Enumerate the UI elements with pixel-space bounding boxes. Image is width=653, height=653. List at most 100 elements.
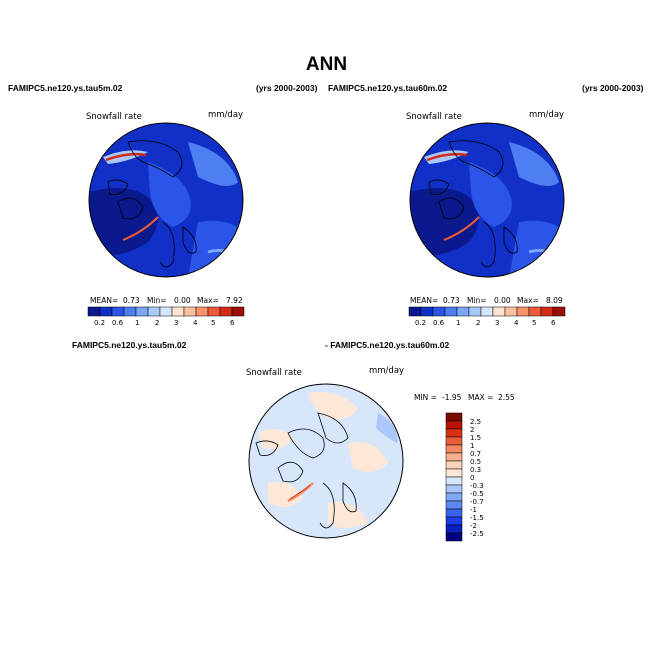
colorbar-tick: 2 bbox=[155, 319, 160, 327]
figure-title: ANN bbox=[305, 54, 348, 75]
colorbar-swatch bbox=[445, 484, 463, 494]
colorbar-swatch bbox=[123, 306, 137, 317]
panel2-polar-map bbox=[409, 122, 565, 278]
diff-colorbar-label: -2 bbox=[470, 522, 477, 530]
colorbar-tick: 0.2 bbox=[94, 319, 106, 327]
panel1-min-value: 0.00 bbox=[174, 296, 191, 305]
panel1-max-value: 7.92 bbox=[226, 296, 243, 305]
colorbar-swatch bbox=[445, 420, 463, 430]
colorbar-swatch bbox=[445, 476, 463, 486]
panel1-polar-map bbox=[88, 122, 244, 278]
diff-colorbar-label: -0.3 bbox=[470, 482, 484, 490]
panel2-units: mm/day bbox=[529, 110, 565, 120]
colorbar-swatch bbox=[552, 306, 566, 317]
diff-colorbar-label: 2.5 bbox=[470, 418, 482, 426]
colorbar-tick: 6 bbox=[551, 319, 556, 327]
diff-colorbar-label: 0.5 bbox=[470, 458, 482, 466]
diff-max-label: MAX = bbox=[468, 393, 494, 402]
colorbar-swatch bbox=[504, 306, 518, 317]
colorbar-swatch bbox=[445, 532, 463, 542]
diff-colorbar-label: -0.5 bbox=[470, 490, 484, 498]
diff-min-label: MIN = bbox=[414, 393, 437, 402]
panel2-field-label: Snowfall rate bbox=[406, 112, 462, 122]
panel2-min-label: Min= bbox=[467, 296, 487, 305]
colorbar-swatch bbox=[445, 412, 463, 422]
colorbar-swatch bbox=[445, 500, 463, 510]
colorbar-tick: 0.6 bbox=[433, 319, 445, 327]
colorbar-tick: 4 bbox=[514, 319, 519, 327]
colorbar-tick: 6 bbox=[230, 319, 235, 327]
colorbar-swatch bbox=[445, 516, 463, 526]
colorbar-swatch bbox=[231, 306, 245, 317]
diff-colorbar-label: 0.3 bbox=[470, 466, 482, 474]
colorbar-tick: 1 bbox=[456, 319, 461, 327]
colorbar-swatch bbox=[456, 306, 470, 317]
colorbar-swatch bbox=[207, 306, 221, 317]
colorbar-tick: 0.2 bbox=[415, 319, 427, 327]
colorbar-tick: 5 bbox=[532, 319, 537, 327]
colorbar-tick: 4 bbox=[193, 319, 198, 327]
colorbar-swatch bbox=[468, 306, 482, 317]
diff-colorbar-label: 0 bbox=[470, 474, 475, 482]
panel1-colorbar bbox=[87, 306, 245, 317]
diff-polar-map bbox=[248, 383, 404, 539]
colorbar-swatch bbox=[147, 306, 161, 317]
diff-units: mm/day bbox=[369, 366, 405, 376]
diff-case-a-label: FAMIPC5.ne120.ys.tau5m.02 bbox=[72, 340, 187, 350]
colorbar-swatch bbox=[480, 306, 494, 317]
colorbar-tick: 5 bbox=[211, 319, 216, 327]
diff-colorbar-label: 0.7 bbox=[470, 450, 482, 458]
panel1-years-label: (yrs 2000-2003) bbox=[256, 83, 318, 93]
colorbar-swatch bbox=[432, 306, 446, 317]
colorbar-swatch bbox=[420, 306, 434, 317]
diff-colorbar-label: -0.7 bbox=[470, 498, 484, 506]
colorbar-tick: 2 bbox=[476, 319, 481, 327]
panel2-max-value: 8.09 bbox=[546, 296, 563, 305]
colorbar-swatch bbox=[99, 306, 113, 317]
panel1-units: mm/day bbox=[208, 110, 244, 120]
colorbar-swatch bbox=[445, 452, 463, 462]
colorbar-swatch bbox=[408, 306, 422, 317]
diff-min-value: -1.95 bbox=[442, 393, 462, 402]
colorbar-swatch bbox=[516, 306, 530, 317]
colorbar-swatch bbox=[528, 306, 542, 317]
diff-case-b-label: - FAMIPC5.ne120.ys.tau60m.02 bbox=[325, 340, 450, 350]
colorbar-swatch bbox=[445, 436, 463, 446]
panel2-years-label: (yrs 2000-2003) bbox=[582, 83, 644, 93]
diff-colorbar bbox=[445, 412, 463, 542]
panel2-mean-value: 0.73 bbox=[443, 296, 460, 305]
colorbar-tick: 3 bbox=[495, 319, 500, 327]
panel1-min-label: Min= bbox=[147, 296, 167, 305]
colorbar-swatch bbox=[445, 524, 463, 534]
colorbar-swatch bbox=[492, 306, 506, 317]
colorbar-swatch bbox=[445, 492, 463, 502]
colorbar-swatch bbox=[159, 306, 173, 317]
colorbar-tick: 0.6 bbox=[112, 319, 124, 327]
colorbar-swatch bbox=[445, 508, 463, 518]
colorbar-swatch bbox=[444, 306, 458, 317]
panel2-case-label: FAMIPC5.ne120.ys.tau60m.02 bbox=[328, 83, 448, 93]
panel2-min-value: 0.00 bbox=[494, 296, 511, 305]
colorbar-swatch bbox=[135, 306, 149, 317]
panel2-max-label: Max= bbox=[517, 296, 539, 305]
colorbar-swatch bbox=[445, 468, 463, 478]
diff-colorbar-label: -1 bbox=[470, 506, 477, 514]
colorbar-tick: 3 bbox=[174, 319, 179, 327]
panel2-mean-label: MEAN= bbox=[410, 296, 439, 305]
colorbar-swatch bbox=[171, 306, 185, 317]
diff-colorbar-label: -2.5 bbox=[470, 530, 484, 538]
diff-colorbar-label: -1.5 bbox=[470, 514, 484, 522]
colorbar-swatch bbox=[183, 306, 197, 317]
panel1-field-label: Snowfall rate bbox=[86, 112, 142, 122]
colorbar-tick: 1 bbox=[135, 319, 140, 327]
diff-field-label: Snowfall rate bbox=[246, 368, 302, 378]
diff-max-value: 2.55 bbox=[498, 393, 515, 402]
panel1-mean-label: MEAN= bbox=[90, 296, 119, 305]
diff-colorbar-label: 2 bbox=[470, 426, 475, 434]
panel2-colorbar bbox=[408, 306, 566, 317]
colorbar-swatch bbox=[445, 444, 463, 454]
colorbar-swatch bbox=[445, 428, 463, 438]
colorbar-swatch bbox=[219, 306, 233, 317]
panel1-mean-value: 0.73 bbox=[123, 296, 140, 305]
diff-colorbar-label: 1 bbox=[470, 442, 475, 450]
